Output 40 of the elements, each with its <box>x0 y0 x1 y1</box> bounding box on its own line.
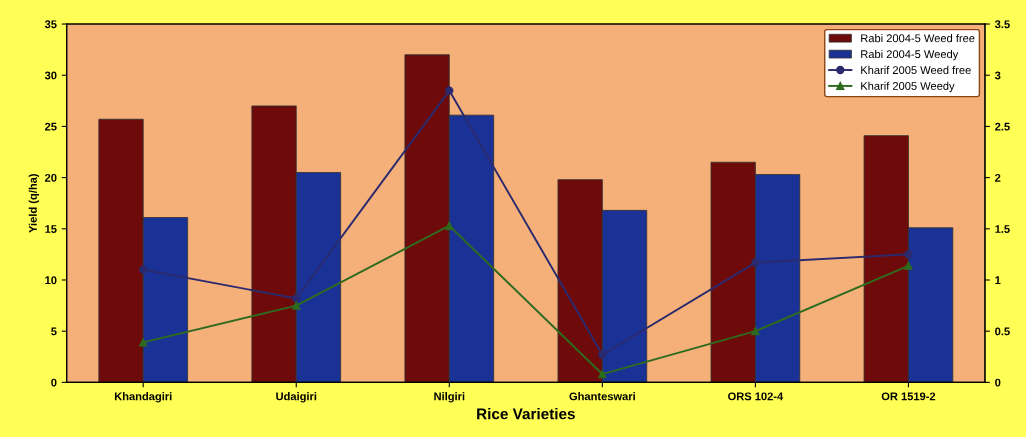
y-axis-title: Yield (q/ha) <box>28 174 40 233</box>
y2-tick-label: 3.5 <box>994 20 1010 29</box>
legend-label: Kharif 2005 Weed free <box>861 65 971 75</box>
y-tick-label: 5 <box>51 327 57 336</box>
point <box>904 261 913 270</box>
y2-tick-label: 0 <box>995 378 1001 387</box>
point <box>751 327 760 336</box>
y2-tick-label: 1.5 <box>995 225 1010 233</box>
y2-tick-label: 2.5 <box>995 122 1010 131</box>
point <box>139 338 148 347</box>
y2-tick-label: 1 <box>995 276 1001 285</box>
legend-label: Rabi 2004-5 Weedy <box>861 49 959 61</box>
legend-label: Kharif 2005 Weedy <box>861 81 955 93</box>
x-axis-title: Rice Varieties <box>477 408 575 420</box>
y-tick-label: 10 <box>45 276 57 285</box>
y-tick-label: 20 <box>45 173 57 182</box>
y2-tick-label: 0.5 <box>995 327 1010 336</box>
y2-tick-label: 2 <box>995 173 1001 182</box>
x-tick-label: Nilgiri <box>434 392 465 403</box>
point <box>292 301 301 310</box>
point <box>598 350 607 359</box>
y-tick-label: 30 <box>44 71 57 80</box>
x-tick-label: Ghanteswari <box>569 392 635 401</box>
y-tick-label: 35 <box>44 20 57 29</box>
point <box>445 86 454 95</box>
y-tick-label: 0 <box>51 378 57 387</box>
point <box>139 265 148 274</box>
x-tick-label: Udaigiri <box>276 392 317 403</box>
point <box>904 250 913 259</box>
y-tick-label: 25 <box>45 122 57 131</box>
y-tick-label: 15 <box>45 225 57 233</box>
point <box>598 370 607 379</box>
x-tick-label: Khandagiri <box>114 392 172 403</box>
x-tick-label: OR 1519-2 <box>881 392 936 401</box>
x-tick-label: ORS 102-4 <box>728 392 784 401</box>
point <box>751 258 760 267</box>
y2-tick-label: 3 <box>994 71 1001 80</box>
legend-label: Rabi 2004-5 Weed free <box>861 34 975 43</box>
point <box>445 221 454 230</box>
point <box>292 294 301 303</box>
